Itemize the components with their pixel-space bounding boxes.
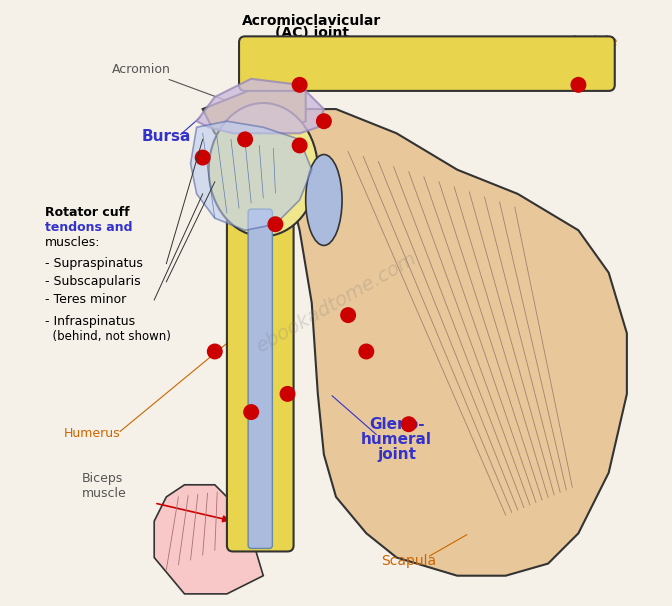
Text: muscle: muscle: [81, 487, 126, 501]
Text: tendons and: tendons and: [45, 221, 132, 234]
Circle shape: [341, 308, 355, 322]
Polygon shape: [197, 79, 324, 133]
Text: humeral: humeral: [361, 432, 432, 447]
Text: joint: joint: [377, 447, 416, 462]
Text: Humerus: Humerus: [63, 427, 120, 440]
Circle shape: [292, 138, 307, 153]
Text: Scapula: Scapula: [381, 553, 436, 568]
Text: Coracoid: Coracoid: [429, 36, 485, 49]
Text: Gleno-: Gleno-: [369, 417, 425, 431]
Circle shape: [196, 150, 210, 165]
Text: Acromioclavicular: Acromioclavicular: [242, 14, 382, 28]
Polygon shape: [191, 121, 312, 230]
Ellipse shape: [209, 103, 318, 236]
FancyBboxPatch shape: [239, 36, 615, 91]
Text: Clavicle: Clavicle: [563, 35, 618, 50]
Text: - Infraspinatus: - Infraspinatus: [45, 315, 135, 328]
Circle shape: [359, 344, 374, 359]
Circle shape: [280, 387, 295, 401]
FancyBboxPatch shape: [227, 164, 294, 551]
Circle shape: [244, 405, 259, 419]
Text: process: process: [433, 48, 481, 61]
Circle shape: [317, 114, 331, 128]
Text: Acromion: Acromion: [112, 62, 230, 102]
Ellipse shape: [306, 155, 342, 245]
Circle shape: [238, 132, 253, 147]
Circle shape: [571, 78, 586, 92]
Text: Rotator cuff: Rotator cuff: [45, 205, 130, 219]
Text: muscles:: muscles:: [45, 236, 101, 249]
Text: - Supraspinatus: - Supraspinatus: [45, 257, 143, 270]
Text: ebookadtome.com: ebookadtome.com: [253, 249, 419, 357]
Circle shape: [292, 78, 307, 92]
Circle shape: [268, 217, 283, 231]
Text: (AC) joint: (AC) joint: [275, 26, 349, 41]
Text: - Teres minor: - Teres minor: [45, 293, 126, 307]
FancyBboxPatch shape: [248, 209, 272, 548]
Text: Biceps: Biceps: [81, 472, 123, 485]
Circle shape: [401, 417, 416, 431]
Text: (behind, not shown): (behind, not shown): [45, 330, 171, 343]
Text: Bursa: Bursa: [142, 129, 192, 144]
Text: - Subscapularis: - Subscapularis: [45, 275, 140, 288]
Polygon shape: [203, 85, 306, 145]
Circle shape: [208, 344, 222, 359]
Polygon shape: [263, 109, 627, 576]
Polygon shape: [154, 485, 263, 594]
